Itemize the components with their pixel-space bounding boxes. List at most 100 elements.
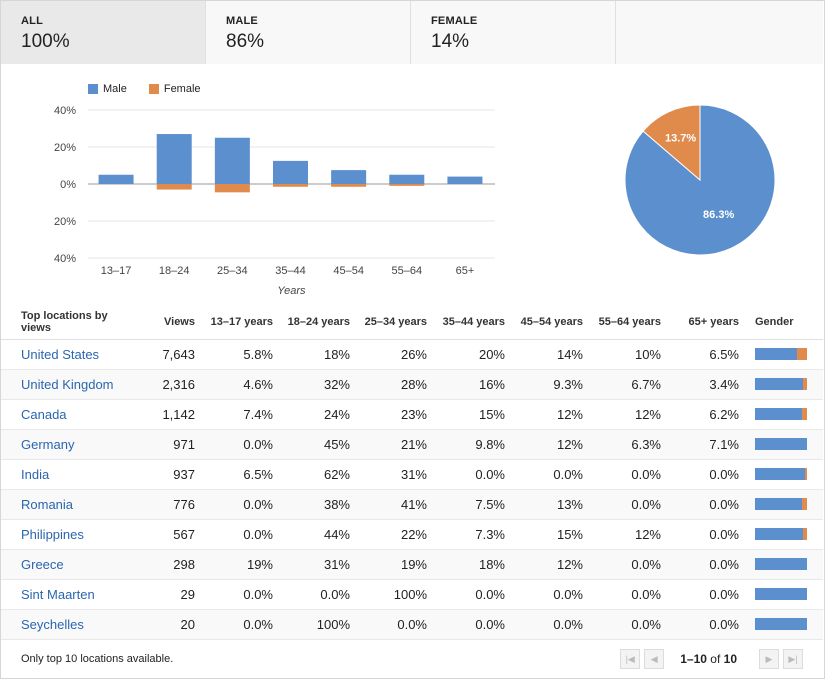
gender-bar-male (755, 528, 804, 540)
column-header[interactable]: Gender (749, 305, 823, 340)
tab-male-label: MALE (226, 15, 258, 27)
gender-bar-male (755, 618, 807, 630)
bar-female[interactable] (214, 184, 250, 193)
x-tick-label: 55–64 (391, 265, 422, 277)
location-link[interactable]: Sint Maarten (1, 579, 131, 610)
legend-item-male[interactable]: Male (88, 83, 127, 95)
y-tick-label: 0% (60, 179, 76, 191)
gender-bar (755, 588, 807, 600)
age-share-cell: 0.0% (515, 579, 593, 610)
locations-table: Top locations by views Views 13–17 years 18… (1, 305, 823, 640)
column-header[interactable]: 55–64 years (593, 305, 671, 340)
bar-male[interactable] (98, 174, 134, 184)
gender-bar-male (755, 348, 797, 360)
age-share-cell: 0.0% (593, 549, 671, 580)
gender-cell (749, 489, 823, 520)
pagination: |◀ ◀ 1–10 of 10 ▶ ▶| (616, 649, 803, 669)
gender-cell (749, 429, 823, 460)
table-row: Romania 776 0.0% 38% 41% 7.5% 13% 0.0% 0.0% (1, 489, 823, 520)
pie-label-male: 86.3% (703, 209, 734, 221)
views-cell: 971 (131, 429, 205, 460)
age-share-cell: 0.0% (671, 459, 749, 490)
age-share-cell: 7.3% (437, 519, 515, 550)
chart-legend: Male Female (88, 83, 223, 95)
age-share-cell: 0.0% (360, 609, 437, 640)
gender-tabs: ALL 100% MALE 86% FEMALE 14% (1, 1, 823, 64)
age-share-cell: 9.8% (437, 429, 515, 460)
table-row: United States 7,643 5.8% 18% 26% 20% 14% 10% 6.5… (1, 339, 823, 370)
location-link[interactable]: United States (1, 339, 131, 370)
age-share-cell: 0.0% (671, 579, 749, 610)
tab-all[interactable]: ALL 100% (1, 1, 206, 64)
tab-female-label: FEMALE (431, 15, 478, 27)
gender-bar-male (755, 378, 803, 390)
bar-male[interactable] (214, 137, 250, 184)
bar-female[interactable] (389, 184, 425, 186)
age-share-cell: 3.4% (671, 369, 749, 400)
x-tick-label: 45–54 (333, 265, 364, 277)
age-share-cell: 18% (283, 339, 360, 370)
location-link[interactable]: Greece (1, 549, 131, 580)
bar-female[interactable] (331, 184, 367, 187)
pie-slice-female[interactable] (642, 104, 701, 182)
bar-female[interactable] (156, 184, 192, 190)
column-header[interactable]: 35–44 years (437, 305, 515, 340)
age-share-cell: 23% (360, 399, 437, 430)
location-link[interactable]: India (1, 459, 131, 490)
first-page-icon[interactable]: |◀ (620, 649, 641, 669)
bar-male[interactable] (389, 174, 425, 184)
column-header[interactable]: 13–17 years (205, 305, 283, 340)
location-link[interactable]: Seychelles (1, 609, 131, 640)
table-row: Philippines 567 0.0% 44% 22% 7.3% 15% 12% 0.0% (1, 519, 823, 550)
last-page-icon[interactable]: ▶| (783, 649, 803, 669)
page-range-value: 1–10 (680, 652, 707, 666)
location-link[interactable]: Germany (1, 429, 131, 460)
age-share-cell: 7.5% (437, 489, 515, 520)
age-share-cell: 22% (360, 519, 437, 550)
column-header[interactable]: 45–54 years (515, 305, 593, 340)
age-share-cell: 0.0% (593, 489, 671, 520)
gender-cell (749, 579, 823, 610)
bar-male[interactable] (156, 134, 192, 184)
x-tick-label: 18–24 (159, 265, 190, 277)
table-footer: Only top 10 locations available. |◀ ◀ 1–… (1, 640, 823, 678)
bar-male[interactable] (447, 176, 483, 184)
page-range-of: of (710, 652, 721, 666)
age-share-cell: 12% (515, 549, 593, 580)
footer-note: Only top 10 locations available. (21, 653, 174, 665)
bar-female[interactable] (273, 184, 308, 187)
age-share-cell: 31% (360, 459, 437, 490)
views-cell: 776 (131, 489, 205, 520)
age-share-cell: 12% (515, 429, 593, 460)
column-header[interactable]: Views (131, 305, 205, 340)
age-share-cell: 31% (283, 549, 360, 580)
gender-pie-chart: 86.3% 13.7% (620, 100, 780, 260)
age-share-cell: 7.4% (205, 399, 283, 430)
age-share-cell: 41% (360, 489, 437, 520)
next-page-icon[interactable]: ▶ (759, 649, 779, 669)
tab-female[interactable]: FEMALE 14% (411, 1, 616, 64)
bar-chart-svg: 40% 20% 0% 20% 40% 13–17 18–24 25–34 35–44 45–54 5… (54, 105, 495, 297)
location-link[interactable]: Philippines (1, 519, 131, 550)
age-share-cell: 15% (437, 399, 515, 430)
tab-male[interactable]: MALE 86% (206, 1, 411, 64)
table-row: Canada 1,142 7.4% 24% 23% 15% 12% 12% 6.2% (1, 399, 823, 430)
bar-male[interactable] (273, 160, 308, 184)
y-tick-label: 40% (54, 253, 76, 265)
column-header[interactable]: 18–24 years (283, 305, 360, 340)
column-header[interactable]: 25–34 years (360, 305, 437, 340)
prev-page-icon[interactable]: ◀ (644, 649, 665, 669)
location-link[interactable]: Canada (1, 399, 131, 430)
age-share-cell: 9.3% (515, 369, 593, 400)
x-tick-label: 13–17 (101, 265, 132, 277)
column-header[interactable]: 65+ years (671, 305, 749, 340)
column-header[interactable]: Top locations by views (1, 305, 131, 340)
tab-spacer (616, 1, 823, 64)
age-share-cell: 0.0% (205, 579, 283, 610)
location-link[interactable]: United Kingdom (1, 369, 131, 400)
legend-item-female[interactable]: Female (148, 83, 201, 95)
x-tick-label: 25–34 (217, 265, 248, 277)
location-link[interactable]: Romania (1, 489, 131, 520)
bar-male[interactable] (331, 170, 367, 184)
age-share-cell: 12% (593, 399, 671, 430)
